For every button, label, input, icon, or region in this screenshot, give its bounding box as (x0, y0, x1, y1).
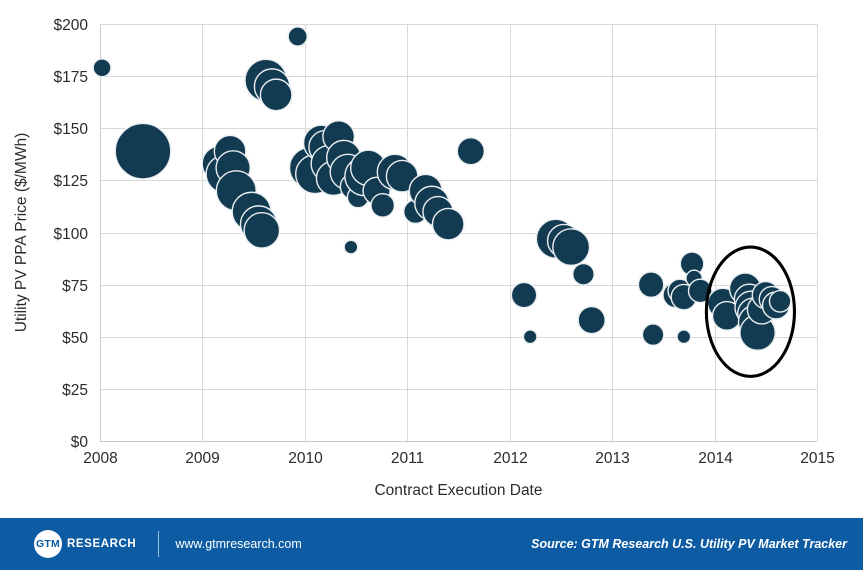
footer-divider (158, 531, 160, 557)
x-tick-label: 2015 (800, 450, 834, 467)
logo-wordmark: RESEARCH (67, 538, 137, 550)
data-bubble (552, 228, 591, 267)
data-bubble (768, 289, 792, 313)
bubble-chart: $0 $25 $50 $75 $100 $125 $150 $175 $200 2008 2009 2… (13, 17, 835, 499)
y-tick-label: $150 (54, 121, 89, 138)
y-tick-label: $100 (54, 226, 89, 243)
x-tick-label: 2011 (391, 450, 424, 467)
data-bubble (114, 122, 172, 180)
data-bubble (641, 323, 665, 347)
data-bubble (92, 58, 112, 78)
x-tick-label: 2014 (698, 450, 733, 467)
data-bubble (243, 212, 281, 249)
data-bubble (287, 26, 308, 47)
x-tick-label: 2009 (185, 450, 219, 467)
y-tick-label: $75 (62, 278, 88, 295)
data-bubble (510, 281, 538, 309)
x-tick-label: 2012 (493, 450, 527, 467)
cluster-highlight-ellipse (704, 245, 797, 378)
y-tick-label: $125 (54, 173, 88, 190)
data-bubble (431, 207, 465, 241)
data-bubble (259, 78, 293, 112)
y-tick-label: $200 (54, 17, 89, 34)
y-axis-title: Utility PV PPA Price ($/MWh) (13, 133, 30, 333)
footer-source-note: Source: GTM Research U.S. Utility PV Mar… (531, 537, 847, 551)
data-bubble (522, 329, 538, 345)
x-tick-label: 2013 (595, 450, 629, 467)
x-tick-label: 2010 (288, 450, 323, 467)
gtm-research-logo: GTM RESEARCH (34, 530, 136, 558)
data-bubble (637, 271, 665, 298)
x-tick-label: 2008 (83, 450, 117, 467)
data-bubble (456, 136, 485, 166)
data-bubble (676, 329, 692, 345)
data-bubble (370, 192, 396, 218)
gtm-badge-icon: GTM (34, 530, 62, 558)
y-tick-label: $0 (71, 434, 89, 451)
y-tick-label: $175 (54, 69, 88, 86)
y-tick-label: $25 (62, 382, 88, 399)
footer-bar: GTM RESEARCH www.gtmresearch.com Source:… (0, 518, 863, 570)
footer-url: www.gtmresearch.com (175, 537, 302, 551)
plot-svg: $0 $25 $50 $75 $100 $125 $150 $175 $200 2008 2009 2… (13, 17, 835, 499)
data-bubble (577, 305, 606, 335)
data-bubble (343, 239, 359, 255)
y-tick-label: $50 (62, 330, 88, 347)
data-bubble (572, 262, 595, 286)
x-axis-title: Contract Execution Date (374, 482, 542, 499)
